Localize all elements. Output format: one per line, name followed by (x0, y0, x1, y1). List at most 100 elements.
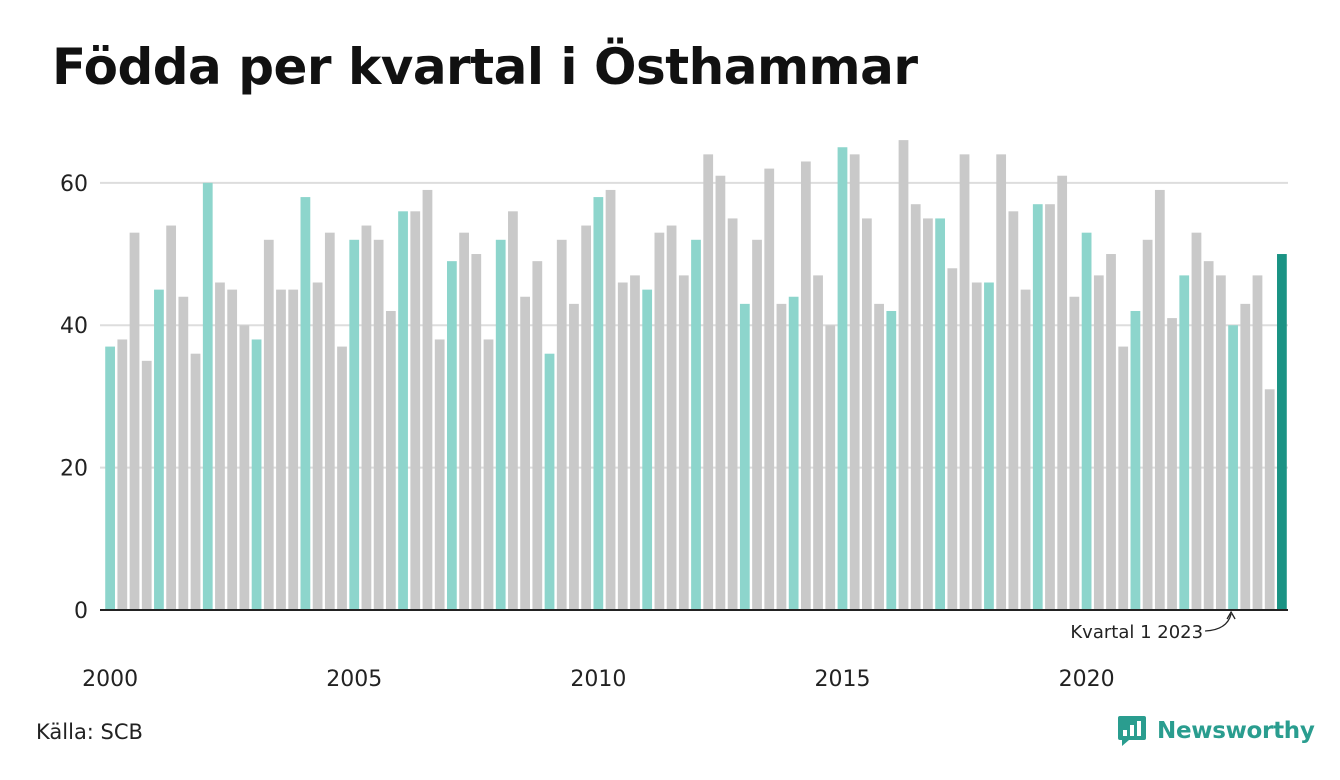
bar (703, 154, 714, 610)
bar (263, 239, 274, 610)
annotation-label: Kvartal 1 2023 (1070, 622, 1203, 643)
bar (666, 225, 677, 610)
bar (837, 147, 848, 610)
bar (1008, 211, 1019, 611)
bar (1032, 204, 1043, 610)
bar (520, 296, 530, 610)
x-tick-label: 2015 (814, 667, 870, 692)
bar (1154, 189, 1165, 610)
y-tick-label: 0 (74, 599, 88, 624)
bar (1264, 389, 1275, 610)
bar (1045, 204, 1055, 610)
bar (556, 239, 567, 610)
bar (642, 289, 653, 610)
bar (776, 303, 787, 610)
bar (483, 339, 494, 610)
x-tick-label: 2010 (570, 667, 626, 692)
y-tick-label: 40 (60, 314, 88, 339)
bar (923, 218, 933, 610)
y-tick-label: 60 (60, 172, 88, 197)
bar (178, 296, 189, 610)
bar (1081, 232, 1092, 611)
bar (227, 289, 238, 610)
bar (1203, 261, 1214, 610)
bar (605, 189, 616, 610)
annotation-arrow (1205, 613, 1232, 632)
bar (105, 346, 115, 610)
bar (459, 232, 469, 611)
bar (739, 303, 750, 610)
newsworthy-logo: Newsworthy (1117, 714, 1315, 748)
bar (813, 275, 823, 610)
annotation-arrowhead (1226, 610, 1236, 620)
bar (581, 225, 592, 610)
bar (471, 254, 482, 610)
bar (996, 154, 1007, 610)
bar (569, 303, 579, 610)
bar (1020, 289, 1031, 610)
bar (959, 154, 970, 610)
bar (373, 239, 384, 610)
bar (1215, 275, 1226, 610)
bar (1179, 275, 1190, 610)
bar (251, 339, 262, 610)
bar (1106, 254, 1116, 610)
bar (654, 232, 665, 611)
bar (434, 339, 445, 610)
bar (630, 275, 640, 610)
bar (727, 218, 738, 610)
bar (898, 140, 909, 611)
bar (532, 261, 543, 610)
bar (324, 232, 335, 611)
bar (874, 303, 884, 610)
bar (239, 325, 250, 610)
bar (1069, 296, 1080, 610)
bar (1130, 310, 1141, 610)
newsworthy-logo-icon (1118, 716, 1146, 746)
bar (984, 282, 994, 610)
bar (935, 218, 946, 610)
bar (276, 289, 286, 610)
bar (788, 296, 799, 610)
bar-chart: 0 20 40 60 2000 2005 2010 2015 2020 Kvartal 1 20… (60, 140, 1288, 692)
bar (410, 211, 421, 611)
bar (947, 268, 958, 610)
annotation: Kvartal 1 2023 (1070, 610, 1236, 643)
bar (800, 161, 811, 611)
newsworthy-logo-text: Newsworthy (1157, 718, 1315, 744)
bar (617, 282, 628, 610)
x-tick-label: 2000 (82, 667, 138, 692)
bar (166, 225, 177, 610)
bar (1252, 275, 1263, 610)
bar (446, 261, 457, 610)
bar (117, 339, 128, 610)
x-tick-label: 2005 (326, 667, 382, 692)
x-tick-label: 2020 (1059, 667, 1115, 692)
bar (141, 360, 152, 610)
bar (154, 289, 164, 610)
bar (398, 211, 408, 611)
bar (1240, 303, 1251, 610)
bar (215, 282, 225, 610)
bar (422, 189, 433, 610)
bar (1118, 346, 1129, 610)
bar (300, 197, 311, 610)
bar (1093, 275, 1104, 610)
bar (825, 325, 836, 610)
bar (129, 232, 140, 611)
bar (764, 168, 775, 610)
bar (1057, 175, 1068, 610)
bar (1228, 325, 1238, 610)
bar (385, 310, 396, 610)
bar (337, 346, 347, 610)
bar (190, 353, 201, 610)
bar (202, 182, 213, 610)
bar (593, 197, 604, 610)
chart-title: Födda per kvartal i Östhammar (52, 38, 918, 96)
bars (105, 140, 1287, 611)
bar (349, 239, 360, 610)
bar (1277, 254, 1287, 610)
bar (508, 211, 518, 611)
bar (752, 239, 762, 610)
bar (715, 175, 726, 610)
